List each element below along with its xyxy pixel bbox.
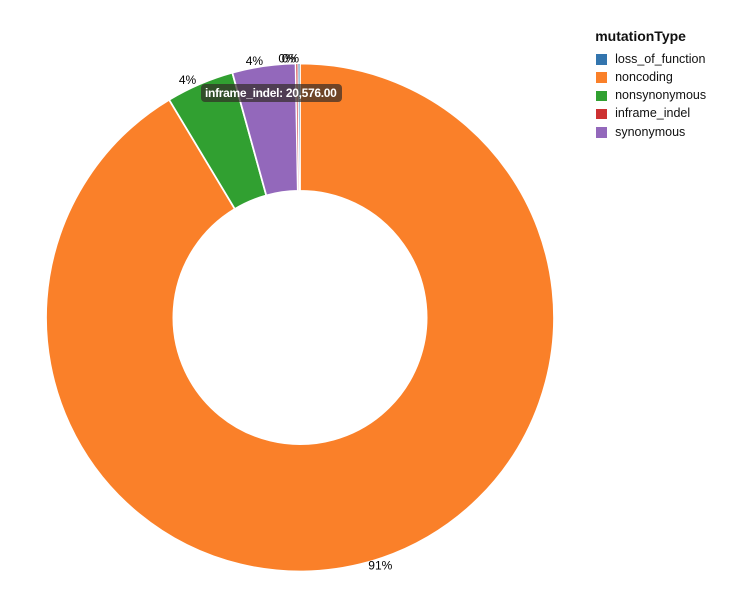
- svg-text:91%: 91%: [368, 559, 392, 573]
- svg-text:4%: 4%: [179, 73, 197, 87]
- svg-text:0%: 0%: [282, 52, 300, 66]
- svg-text:4%: 4%: [246, 54, 264, 68]
- svg-text:0%: 0%: [278, 52, 296, 66]
